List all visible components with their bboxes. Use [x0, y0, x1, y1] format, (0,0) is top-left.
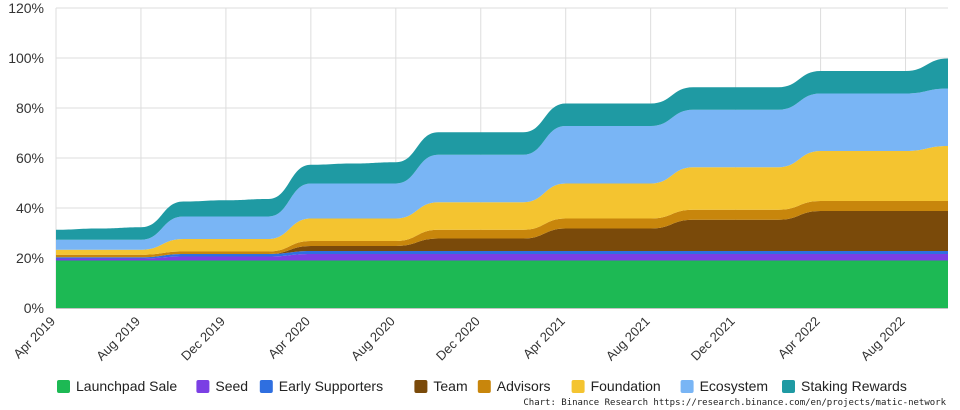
legend-label: Early Supporters [279, 378, 383, 394]
legend-swatch [571, 380, 585, 393]
y-tick-label: 60% [16, 150, 44, 166]
legend-item-advisors: Advisors [477, 378, 551, 394]
legend-item-early-supporters: Early Supporters [259, 378, 383, 394]
area-early-supporters [56, 251, 948, 259]
y-tick-label: 20% [16, 250, 44, 266]
x-tick-label: Apr 2020 [265, 314, 313, 362]
legend-swatch [259, 380, 273, 393]
x-tick-label: Aug 2020 [348, 314, 398, 364]
legend-label: Team [433, 378, 467, 394]
legend-item-foundation: Foundation [571, 378, 661, 394]
x-tick-label: Dec 2021 [688, 314, 738, 364]
legend-item-launchpad-sale: Launchpad Sale [57, 378, 177, 394]
area-ecosystem [56, 88, 948, 250]
x-axis-ticks: Apr 2019 Aug 2019 Dec 2019 Apr 2020 Aug 2020… [10, 314, 907, 364]
legend-label: Foundation [591, 378, 661, 394]
legend-item-seed: Seed [196, 378, 248, 394]
legend-item-team: Team [414, 378, 468, 394]
x-tick-label: Apr 2019 [10, 314, 58, 362]
area-foundation [56, 146, 948, 255]
x-tick-label: Aug 2022 [858, 314, 908, 364]
area-launchpad-sale [56, 260, 948, 308]
legend-label: Advisors [497, 378, 551, 394]
y-tick-label: 80% [16, 100, 44, 116]
legend-swatch [414, 380, 428, 393]
legend-item-ecosystem: Ecosystem [680, 378, 768, 394]
y-tick-label: 120% [8, 0, 44, 16]
x-tick-label: Dec 2019 [178, 314, 228, 364]
series-areas [56, 58, 948, 308]
y-tick-label: 100% [8, 50, 44, 66]
area-staking-rewards [56, 58, 948, 240]
legend-swatch [680, 380, 694, 393]
legend-item-staking-rewards: Staking Rewards [782, 378, 907, 394]
y-tick-label: 0% [24, 300, 44, 316]
x-tick-label: Apr 2022 [775, 314, 823, 362]
x-tick-label: Aug 2021 [603, 314, 653, 364]
legend: Launchpad Sale Seed Early Supporters Team Ad… [57, 378, 907, 394]
y-axis-ticks: 0% 20% 40% 60% 80% 100% 120% [8, 0, 44, 316]
x-tick-label: Dec 2020 [433, 314, 483, 364]
x-tick-label: Aug 2019 [93, 314, 143, 364]
legend-label: Ecosystem [700, 378, 768, 394]
chart-credit: Chart: Binance Research https://research… [523, 398, 946, 408]
area-team [56, 211, 948, 258]
y-tick-label: 40% [16, 200, 44, 216]
legend-label: Staking Rewards [801, 378, 907, 394]
legend-swatch [196, 380, 210, 393]
area-seed [56, 254, 948, 261]
legend-swatch [477, 380, 491, 393]
legend-swatch [57, 380, 70, 393]
legend-label: Launchpad Sale [76, 378, 177, 394]
area-advisors [56, 201, 948, 258]
x-tick-label: Apr 2021 [520, 314, 568, 362]
legend-label: Seed [215, 378, 248, 394]
legend-swatch [782, 380, 795, 393]
